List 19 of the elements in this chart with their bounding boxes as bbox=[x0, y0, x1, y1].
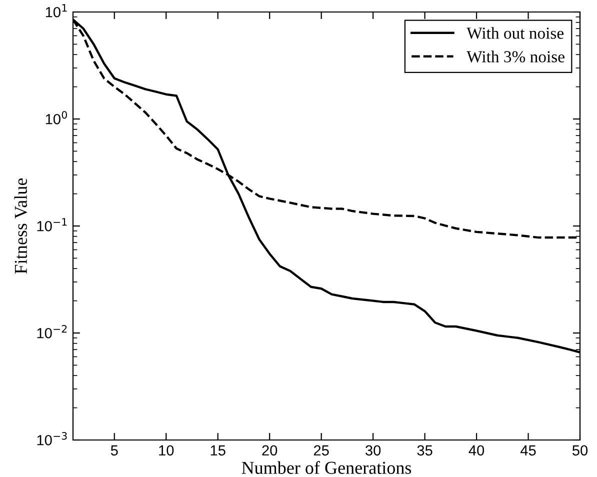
x-tick-label: 40 bbox=[468, 445, 484, 456]
y-tick-label: 10$^{−2}$ bbox=[37, 325, 67, 338]
y-tick-label: 10$^{−1}$ bbox=[37, 218, 67, 232]
x-tick-label: 45 bbox=[520, 445, 536, 456]
y-tick-label: 10$^{0}$ bbox=[46, 111, 67, 124]
x-axis-title: Number of Generations bbox=[242, 461, 412, 474]
x-tick-label: 35 bbox=[417, 445, 432, 456]
x-tick-label: 10 bbox=[159, 445, 174, 456]
x-tick-label: 20 bbox=[262, 445, 278, 456]
y-axis-title: Fitness Value bbox=[14, 178, 28, 274]
legend-label: With out noise bbox=[466, 27, 564, 39]
x-tick-label: 25 bbox=[314, 445, 329, 456]
x-tick-label: 30 bbox=[366, 445, 381, 456]
legend-label: With 3% noise bbox=[466, 50, 564, 62]
x-tick-label: 15 bbox=[210, 445, 226, 456]
y-tick-label: 10$^{−3}$ bbox=[37, 432, 67, 446]
x-tick-label: 5 bbox=[110, 445, 118, 456]
y-tick-label: 10$^{1}$ bbox=[46, 4, 67, 18]
x-tick-label: 50 bbox=[572, 445, 588, 456]
